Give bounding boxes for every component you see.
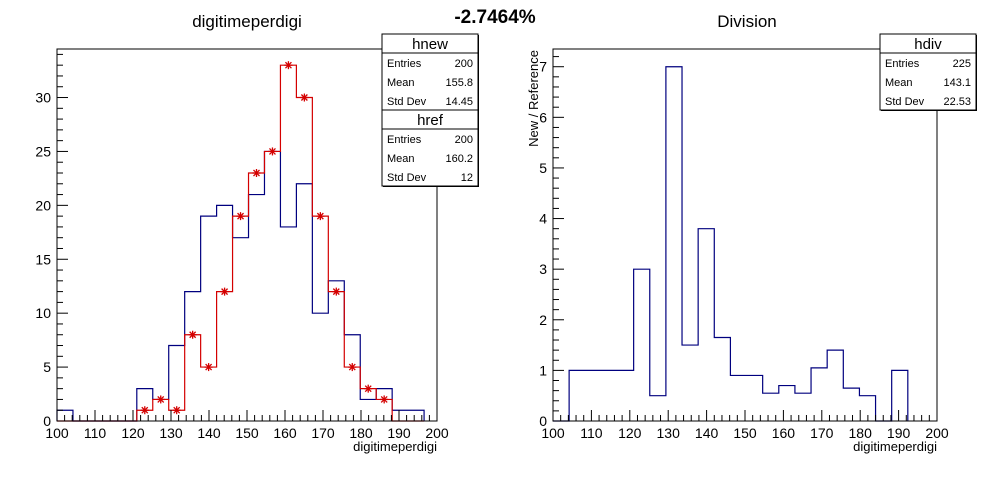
left-x-axis-label: digitimeperdigi — [353, 439, 437, 454]
x-tick-label: 160 — [772, 425, 796, 441]
stats-box-title: href — [417, 112, 444, 129]
y-tick-label: 1 — [539, 362, 547, 378]
stats-row-value: 155.8 — [445, 77, 473, 89]
plot-frame — [56, 48, 438, 422]
x-tick-label: 170 — [810, 425, 834, 441]
right-plot-area: 100 110 120 130 140 150 160 170 180 190 200 0 1 2 3 4 5 6… — [539, 33, 977, 441]
marker-href — [332, 287, 341, 296]
y-tick-label: 2 — [539, 312, 547, 328]
marker-href — [364, 384, 373, 393]
y-tick-label: 20 — [35, 197, 51, 213]
marker-href — [380, 395, 389, 404]
stats-box-frame — [381, 33, 479, 111]
y-tick-label: 5 — [539, 160, 547, 176]
stats-box-title: hnew — [412, 36, 448, 53]
stats-row-label: Entries — [387, 134, 422, 146]
ratio-percentage: -2.7464% — [454, 7, 535, 28]
marker-href — [140, 406, 149, 415]
histogram-series-href — [57, 64, 425, 422]
stats-box-hdiv: hdiv Entries 225 Mean 143.1 Std Dev 22.53 — [879, 33, 977, 111]
y-tick-label: 0 — [43, 413, 51, 429]
stats-box-frame — [879, 33, 977, 111]
right-x-axis-label: digitimeperdigi — [853, 439, 937, 454]
x-tick-label: 150 — [733, 425, 757, 441]
y-tick-label: 10 — [35, 305, 51, 321]
stats-row-value: 12 — [461, 172, 473, 184]
marker-href — [172, 406, 181, 415]
x-tick-label: 120 — [121, 425, 145, 441]
y-tick-label: 25 — [35, 143, 51, 159]
y-tick-label: 0 — [539, 413, 547, 429]
marker-href — [204, 363, 213, 372]
stats-row-label: Mean — [885, 77, 913, 89]
marker-href — [268, 147, 277, 156]
x-tick-label: 100 — [45, 425, 69, 441]
marker-href — [188, 330, 197, 339]
stats-row-value: 200 — [455, 134, 473, 146]
y-tick-label: 15 — [35, 251, 51, 267]
left-plot-title: digitimeperdigi — [192, 12, 302, 31]
x-tick-label: 120 — [618, 425, 642, 441]
stats-row-value: 160.2 — [445, 153, 473, 165]
stats-row-value: 225 — [953, 58, 971, 70]
histogram-series-hnew — [56, 150, 425, 422]
stats-row-label: Entries — [387, 58, 422, 70]
stats-box-hnew: hnew Entries 200 Mean 155.8 Std Dev 14.45 — [381, 33, 479, 111]
y-tick-label: 7 — [539, 59, 547, 75]
y-tick-label: 5 — [43, 359, 51, 375]
marker-href — [236, 212, 245, 221]
x-tick-label: 200 — [425, 425, 449, 441]
marker-href — [252, 169, 261, 177]
stats-row-label: Std Dev — [885, 96, 925, 108]
y-tick-label: 6 — [539, 109, 547, 125]
marker-href — [284, 61, 293, 70]
x-tick-label: 130 — [657, 425, 681, 441]
x-tick-label: 150 — [235, 425, 259, 441]
y-tick-label: 3 — [539, 261, 547, 277]
x-tick-label: 170 — [311, 425, 335, 441]
stats-box-frame — [381, 109, 479, 187]
x-tick-label: 140 — [197, 425, 221, 441]
histogram-series-hdiv — [553, 66, 909, 422]
x-tick-label: 200 — [925, 425, 949, 441]
marker-href — [156, 395, 165, 404]
marker-href — [316, 212, 325, 221]
marker-href — [220, 287, 229, 296]
x-tick-label: 160 — [273, 425, 297, 441]
x-tick-label: 180 — [849, 425, 873, 441]
stats-row-label: Mean — [387, 77, 415, 89]
stats-box-title: hdiv — [914, 36, 942, 53]
x-tick-label: 110 — [580, 425, 603, 441]
stats-row-value: 14.45 — [445, 96, 473, 108]
x-tick-label: 100 — [541, 425, 565, 441]
x-tick-label: 110 — [84, 425, 107, 441]
right-y-axis-label: New / Reference — [526, 50, 541, 147]
x-tick-label: 190 — [387, 425, 411, 441]
stats-row-value: 143.1 — [943, 77, 971, 89]
x-tick-label: 180 — [349, 425, 373, 441]
stats-row-value: 200 — [455, 58, 473, 70]
marker-href — [348, 363, 357, 372]
left-plot-area: 100 110 120 130 140 150 160 170 180 190 200 0 5 10 15 2… — [35, 33, 479, 441]
marker-href — [300, 93, 309, 102]
stats-row-label: Mean — [387, 153, 415, 165]
x-tick-label: 130 — [159, 425, 183, 441]
right-plot-title: Division — [717, 12, 777, 31]
y-tick-label: 4 — [539, 211, 547, 227]
x-tick-label: 140 — [695, 425, 719, 441]
stats-row-label: Std Dev — [387, 172, 427, 184]
stats-row-value: 22.53 — [943, 96, 971, 108]
y-tick-label: 30 — [35, 90, 51, 106]
stats-row-label: Std Dev — [387, 96, 427, 108]
stats-box-href: href Entries 200 Mean 160.2 Std Dev 12 — [381, 109, 479, 187]
x-tick-label: 190 — [887, 425, 911, 441]
stats-row-label: Entries — [885, 58, 920, 70]
plot-frame — [552, 48, 938, 422]
